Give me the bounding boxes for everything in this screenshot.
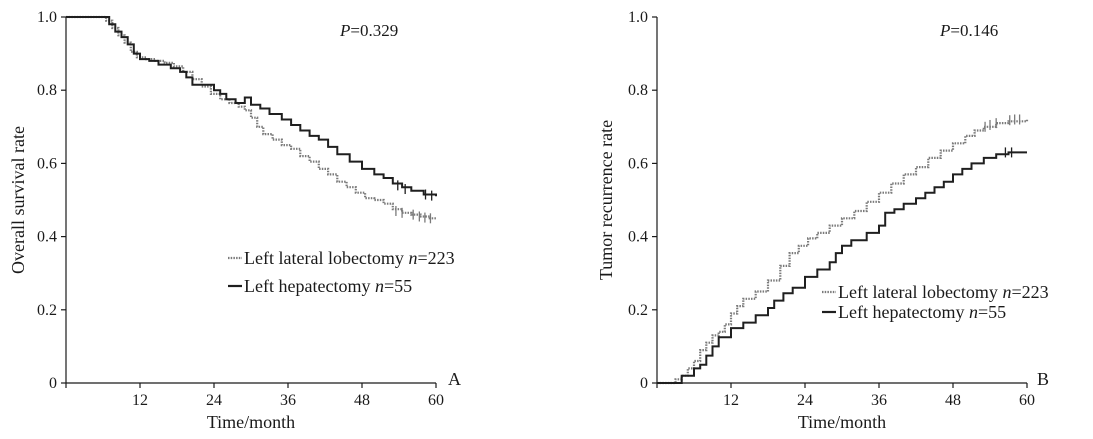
y-tick-label: 0.6 — [628, 155, 648, 172]
p-value-annotation: P=0.329 — [339, 21, 398, 40]
y-tick-label: 1.0 — [37, 9, 57, 26]
y-tick-label: 0.6 — [37, 155, 57, 172]
lobectomy-curve — [66, 15, 436, 220]
x-tick-label: 12 — [723, 392, 739, 409]
panel-a: 12 24 36 48 60 0 0.2 0.4 0.6 0.8 1.0 Time/month Over… — [8, 9, 461, 432]
y-tick-label: 0.8 — [628, 82, 648, 99]
y-axis-title: Tumor recurrence rate — [596, 120, 616, 280]
x-tick-label: 60 — [428, 392, 444, 409]
x-tick-label: 48 — [945, 392, 961, 409]
p-value-annotation: P=0.146 — [939, 21, 998, 40]
y-tick-label: 0 — [640, 375, 648, 392]
legend-label: Left lateral lobectomy n=223 — [838, 282, 1049, 302]
panel-letter: B — [1037, 369, 1049, 389]
hepatectomy-curve — [66, 16, 437, 197]
y-tick-label: 0 — [49, 375, 57, 392]
legend-label: Left lateral lobectomy n=223 — [244, 248, 455, 268]
panel-letter: A — [448, 369, 461, 389]
y-tick-label: 1.0 — [628, 9, 648, 26]
y-tick-label: 0.2 — [37, 302, 57, 319]
y-tick-label: 0.8 — [37, 82, 57, 99]
x-tick-label: 60 — [1019, 392, 1035, 409]
x-axis-title: Time/month — [798, 412, 886, 432]
x-tick-label: 24 — [797, 392, 813, 409]
y-tick-label: 0.4 — [628, 229, 648, 246]
hepatectomy-curve — [657, 151, 1027, 384]
legend-label: Left hepatectomy n=55 — [838, 302, 1006, 322]
x-tick-label: 48 — [354, 392, 370, 409]
panel-b: 12 24 36 48 60 0 0.2 0.4 0.6 0.8 1.0 Time/month Tumo… — [596, 9, 1049, 432]
y-tick-label: 0.4 — [37, 229, 57, 246]
y-axis-title: Overall survival rate — [8, 126, 28, 274]
y-tick-label: 0.2 — [628, 302, 648, 319]
x-tick-label: 36 — [280, 392, 296, 409]
legend-label: Left hepatectomy n=55 — [244, 276, 412, 296]
x-tick-label: 24 — [206, 392, 222, 409]
x-tick-label: 36 — [871, 392, 887, 409]
lobectomy-curve — [657, 119, 1029, 385]
x-tick-label: 12 — [132, 392, 148, 409]
x-axis-title: Time/month — [207, 412, 295, 432]
